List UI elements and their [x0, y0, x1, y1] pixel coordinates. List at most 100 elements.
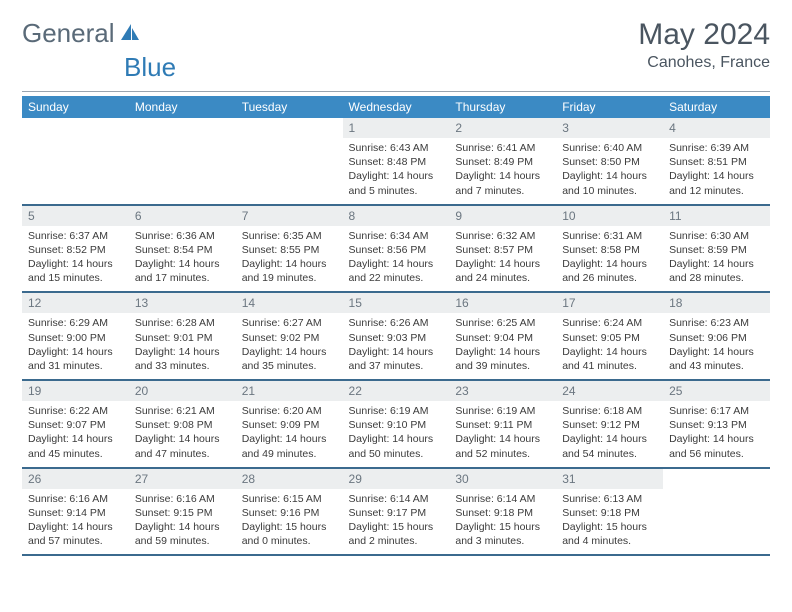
- day-detail-cell: Sunrise: 6:14 AMSunset: 9:18 PMDaylight:…: [449, 489, 556, 556]
- daylight-line: Daylight: 14 hours and 57 minutes.: [28, 521, 113, 547]
- sunset-line: Sunset: 9:03 PM: [349, 332, 427, 344]
- divider: [22, 91, 770, 92]
- sunrise-line: Sunrise: 6:17 AM: [669, 405, 749, 417]
- daylight-line: Daylight: 14 hours and 28 minutes.: [669, 258, 754, 284]
- day-detail-cell: Sunrise: 6:40 AMSunset: 8:50 PMDaylight:…: [556, 138, 663, 205]
- day-number-cell: 16: [449, 292, 556, 313]
- day-number-cell: 23: [449, 380, 556, 401]
- weekday-header: Tuesday: [236, 96, 343, 118]
- sunset-line: Sunset: 8:48 PM: [349, 156, 427, 168]
- sunrise-line: Sunrise: 6:16 AM: [28, 493, 108, 505]
- sunset-line: Sunset: 9:14 PM: [28, 507, 106, 519]
- day-detail-row: Sunrise: 6:29 AMSunset: 9:00 PMDaylight:…: [22, 313, 770, 380]
- day-detail-cell: Sunrise: 6:17 AMSunset: 9:13 PMDaylight:…: [663, 401, 770, 468]
- day-number-cell: 14: [236, 292, 343, 313]
- day-number-row: 12131415161718: [22, 292, 770, 313]
- weekday-header: Monday: [129, 96, 236, 118]
- sunset-line: Sunset: 9:01 PM: [135, 332, 213, 344]
- sunrise-line: Sunrise: 6:29 AM: [28, 317, 108, 329]
- day-detail-cell: Sunrise: 6:26 AMSunset: 9:03 PMDaylight:…: [343, 313, 450, 380]
- day-detail-cell: Sunrise: 6:29 AMSunset: 9:00 PMDaylight:…: [22, 313, 129, 380]
- weekday-header-row: SundayMondayTuesdayWednesdayThursdayFrid…: [22, 96, 770, 118]
- calendar-table: SundayMondayTuesdayWednesdayThursdayFrid…: [22, 96, 770, 556]
- day-number-cell: 19: [22, 380, 129, 401]
- day-detail-cell: Sunrise: 6:32 AMSunset: 8:57 PMDaylight:…: [449, 226, 556, 293]
- sunset-line: Sunset: 8:55 PM: [242, 244, 320, 256]
- day-detail-cell: [663, 489, 770, 556]
- day-detail-cell: Sunrise: 6:20 AMSunset: 9:09 PMDaylight:…: [236, 401, 343, 468]
- day-number-cell: 20: [129, 380, 236, 401]
- month-title: May 2024: [638, 18, 770, 52]
- day-detail-cell: [236, 138, 343, 205]
- daylight-line: Daylight: 14 hours and 7 minutes.: [455, 170, 540, 196]
- sunrise-line: Sunrise: 6:20 AM: [242, 405, 322, 417]
- day-number-cell: [129, 118, 236, 138]
- sunrise-line: Sunrise: 6:13 AM: [562, 493, 642, 505]
- sunrise-line: Sunrise: 6:16 AM: [135, 493, 215, 505]
- day-number-cell: 31: [556, 468, 663, 489]
- day-detail-cell: Sunrise: 6:28 AMSunset: 9:01 PMDaylight:…: [129, 313, 236, 380]
- sunset-line: Sunset: 9:09 PM: [242, 419, 320, 431]
- day-detail-row: Sunrise: 6:43 AM Sunset: 8:48 PM Daylight:…: [22, 138, 770, 205]
- daylight-line: Daylight: 14 hours and 54 minutes.: [562, 433, 647, 459]
- sunset-line: Sunset: 8:51 PM: [669, 156, 747, 168]
- day-detail-cell: Sunrise: 6:36 AMSunset: 8:54 PMDaylight:…: [129, 226, 236, 293]
- daylight-line: Daylight: 14 hours and 26 minutes.: [562, 258, 647, 284]
- day-detail-cell: Sunrise: 6:21 AMSunset: 9:08 PMDaylight:…: [129, 401, 236, 468]
- sunset-line: Sunset: 8:52 PM: [28, 244, 106, 256]
- sunset-line: Sunset: 9:11 PM: [455, 419, 532, 431]
- day-detail-cell: Sunrise: 6:16 AMSunset: 9:15 PMDaylight:…: [129, 489, 236, 556]
- sunrise-line: Sunrise: 6:40 AM: [562, 142, 642, 154]
- day-detail-row: Sunrise: 6:22 AM Sunset: 9:07 PM Daylight:…: [22, 401, 770, 468]
- sunset-line: Sunset: 9:07 PM: [28, 419, 106, 431]
- day-detail-cell: [22, 138, 129, 205]
- sunset-line: Sunset: 9:08 PM: [135, 419, 213, 431]
- day-detail-cell: Sunrise: 6:18 AMSunset: 9:12 PMDaylight:…: [556, 401, 663, 468]
- sunset-line: Sunset: 9:18 PM: [562, 507, 640, 519]
- day-number-cell: 3: [556, 118, 663, 138]
- day-number-cell: 12: [22, 292, 129, 313]
- sunrise-line: Sunrise: 6:43 AM: [349, 142, 429, 154]
- day-detail-cell: Sunrise: 6:19 AMSunset: 9:10 PMDaylight:…: [343, 401, 450, 468]
- day-detail-cell: Sunrise: 6:15 AMSunset: 9:16 PMDaylight:…: [236, 489, 343, 556]
- daylight-line: Daylight: 14 hours and 41 minutes.: [562, 346, 647, 372]
- sunrise-line: Sunrise: 6:24 AM: [562, 317, 642, 329]
- daylight-line: Daylight: 14 hours and 45 minutes.: [28, 433, 113, 459]
- day-number-cell: 26: [22, 468, 129, 489]
- day-number-cell: [236, 118, 343, 138]
- day-number-cell: 27: [129, 468, 236, 489]
- sunset-line: Sunset: 9:17 PM: [349, 507, 427, 519]
- sunrise-line: Sunrise: 6:28 AM: [135, 317, 215, 329]
- daylight-line: Daylight: 14 hours and 5 minutes.: [349, 170, 434, 196]
- daylight-line: Daylight: 14 hours and 39 minutes.: [455, 346, 540, 372]
- weekday-header: Saturday: [663, 96, 770, 118]
- day-number-cell: 7: [236, 205, 343, 226]
- day-detail-cell: Sunrise: 6:23 AMSunset: 9:06 PMDaylight:…: [663, 313, 770, 380]
- day-number-cell: [663, 468, 770, 489]
- weekday-header: Thursday: [449, 96, 556, 118]
- day-number-row: 19202122232425: [22, 380, 770, 401]
- logo-text-1: General: [22, 18, 115, 49]
- sunset-line: Sunset: 8:49 PM: [455, 156, 533, 168]
- sunrise-line: Sunrise: 6:18 AM: [562, 405, 642, 417]
- daylight-line: Daylight: 15 hours and 2 minutes.: [349, 521, 434, 547]
- sunrise-line: Sunrise: 6:41 AM: [455, 142, 535, 154]
- daylight-line: Daylight: 15 hours and 0 minutes.: [242, 521, 327, 547]
- day-detail-cell: Sunrise: 6:13 AM Sunset: 9:18 PM Daylight:…: [556, 489, 663, 556]
- sunrise-line: Sunrise: 6:15 AM: [242, 493, 322, 505]
- day-detail-cell: [129, 138, 236, 205]
- day-detail-cell: Sunrise: 6:37 AMSunset: 8:52 PMDaylight:…: [22, 226, 129, 293]
- day-detail-row: Sunrise: 6:16 AM Sunset: 9:14 PM Daylight:…: [22, 489, 770, 556]
- sunrise-line: Sunrise: 6:34 AM: [349, 230, 429, 242]
- daylight-line: Daylight: 15 hours and 4 minutes.: [562, 521, 647, 547]
- day-number-cell: 30: [449, 468, 556, 489]
- sunrise-line: Sunrise: 6:19 AM: [455, 405, 535, 417]
- sunrise-line: Sunrise: 6:25 AM: [455, 317, 535, 329]
- day-number-cell: 11: [663, 205, 770, 226]
- daylight-line: Daylight: 14 hours and 15 minutes.: [28, 258, 113, 284]
- day-number-cell: 5: [22, 205, 129, 226]
- sunrise-line: Sunrise: 6:22 AM: [28, 405, 108, 417]
- sunset-line: Sunset: 9:13 PM: [669, 419, 747, 431]
- sunrise-line: Sunrise: 6:39 AM: [669, 142, 749, 154]
- day-number-cell: 21: [236, 380, 343, 401]
